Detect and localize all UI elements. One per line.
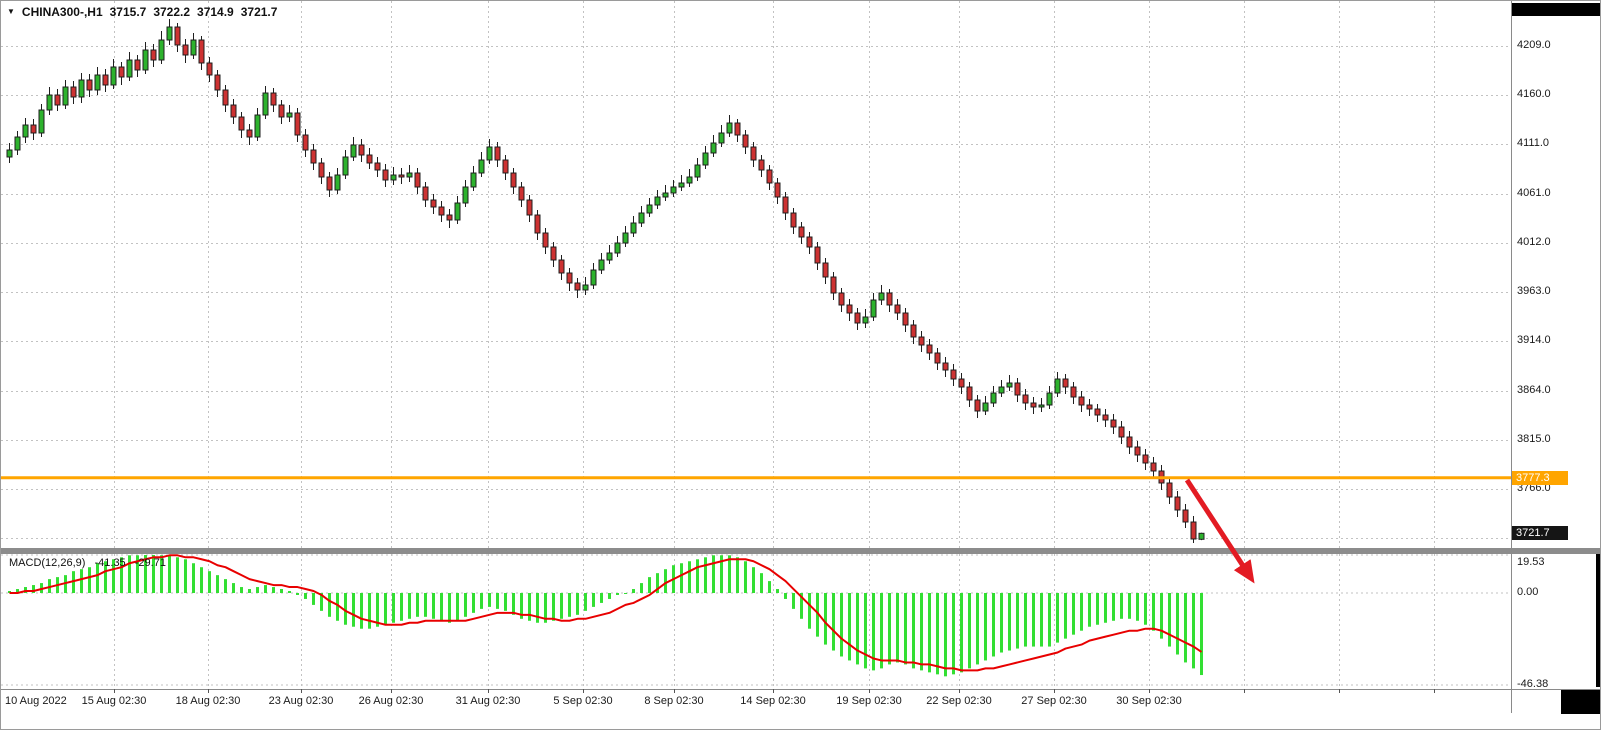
decor-black-box-bottom-right bbox=[1561, 690, 1600, 714]
price-axis-label: 4012.0 bbox=[1517, 236, 1551, 248]
ohlc-high: 3722.2 bbox=[153, 5, 191, 19]
price-axis-label: 3963.0 bbox=[1517, 285, 1551, 297]
chart-header: ▼ CHINA300-,H1 3715.7 3722.2 3714.9 3721… bbox=[7, 5, 277, 19]
time-axis-label: 10 Aug 2022 bbox=[5, 695, 67, 707]
time-axis-label: 14 Sep 02:30 bbox=[740, 695, 806, 707]
macd-indicator-label: MACD(12,26,9) -41.35 -29.71 bbox=[9, 557, 172, 569]
macd-axis-label: 0.00 bbox=[1517, 586, 1539, 598]
decor-black-strip-right bbox=[1596, 554, 1600, 687]
time-axis-label: 15 Aug 02:30 bbox=[81, 695, 147, 707]
macd-value-signal: -29.71 bbox=[134, 557, 166, 569]
time-axis-label: 30 Sep 02:30 bbox=[1116, 695, 1182, 707]
time-axis-label: 18 Aug 02:30 bbox=[175, 695, 241, 707]
price-axis-label: 3815.0 bbox=[1517, 433, 1551, 445]
time-axis-label: 5 Sep 02:30 bbox=[553, 695, 613, 707]
price-axis-label: 4209.0 bbox=[1517, 39, 1551, 51]
price-tag-current: 3721.7 bbox=[1512, 526, 1568, 541]
macd-axis-label: 19.53 bbox=[1517, 556, 1545, 568]
symbol-marker-icon: ▼ bbox=[7, 7, 15, 16]
time-axis-label: 31 Aug 02:30 bbox=[455, 695, 521, 707]
ohlc-low: 3714.9 bbox=[197, 5, 234, 19]
time-axis-label: 26 Aug 02:30 bbox=[358, 695, 424, 707]
time-axis-label: 8 Sep 02:30 bbox=[644, 695, 704, 707]
time-axis-label: 27 Sep 02:30 bbox=[1021, 695, 1087, 707]
price-axis-label: 4160.0 bbox=[1517, 88, 1551, 100]
symbol-timeframe-label: CHINA300-,H1 bbox=[21, 5, 103, 19]
price-axis-label: 3766.0 bbox=[1517, 482, 1551, 494]
ohlc-open: 3715.7 bbox=[109, 5, 147, 19]
price-tag-orange-line: 3777.3 bbox=[1512, 470, 1568, 485]
decor-black-box-top-right bbox=[1512, 3, 1600, 16]
macd-axis-label: -46.38 bbox=[1517, 678, 1549, 691]
ohlc-close: 3721.7 bbox=[240, 5, 278, 19]
price-axis-label: 4061.0 bbox=[1517, 187, 1551, 199]
price-axis-label: 3864.0 bbox=[1517, 384, 1551, 396]
time-axis-label: 19 Sep 02:30 bbox=[836, 695, 902, 707]
time-axis-label: 23 Aug 02:30 bbox=[268, 695, 334, 707]
price-axis-label: 4111.0 bbox=[1517, 137, 1550, 149]
macd-name: MACD(12,26,9) bbox=[9, 557, 86, 569]
macd-value-main: -41.35 bbox=[94, 557, 126, 569]
price-axis-label: 3914.0 bbox=[1517, 334, 1551, 346]
time-axis-label: 22 Sep 02:30 bbox=[926, 695, 992, 707]
